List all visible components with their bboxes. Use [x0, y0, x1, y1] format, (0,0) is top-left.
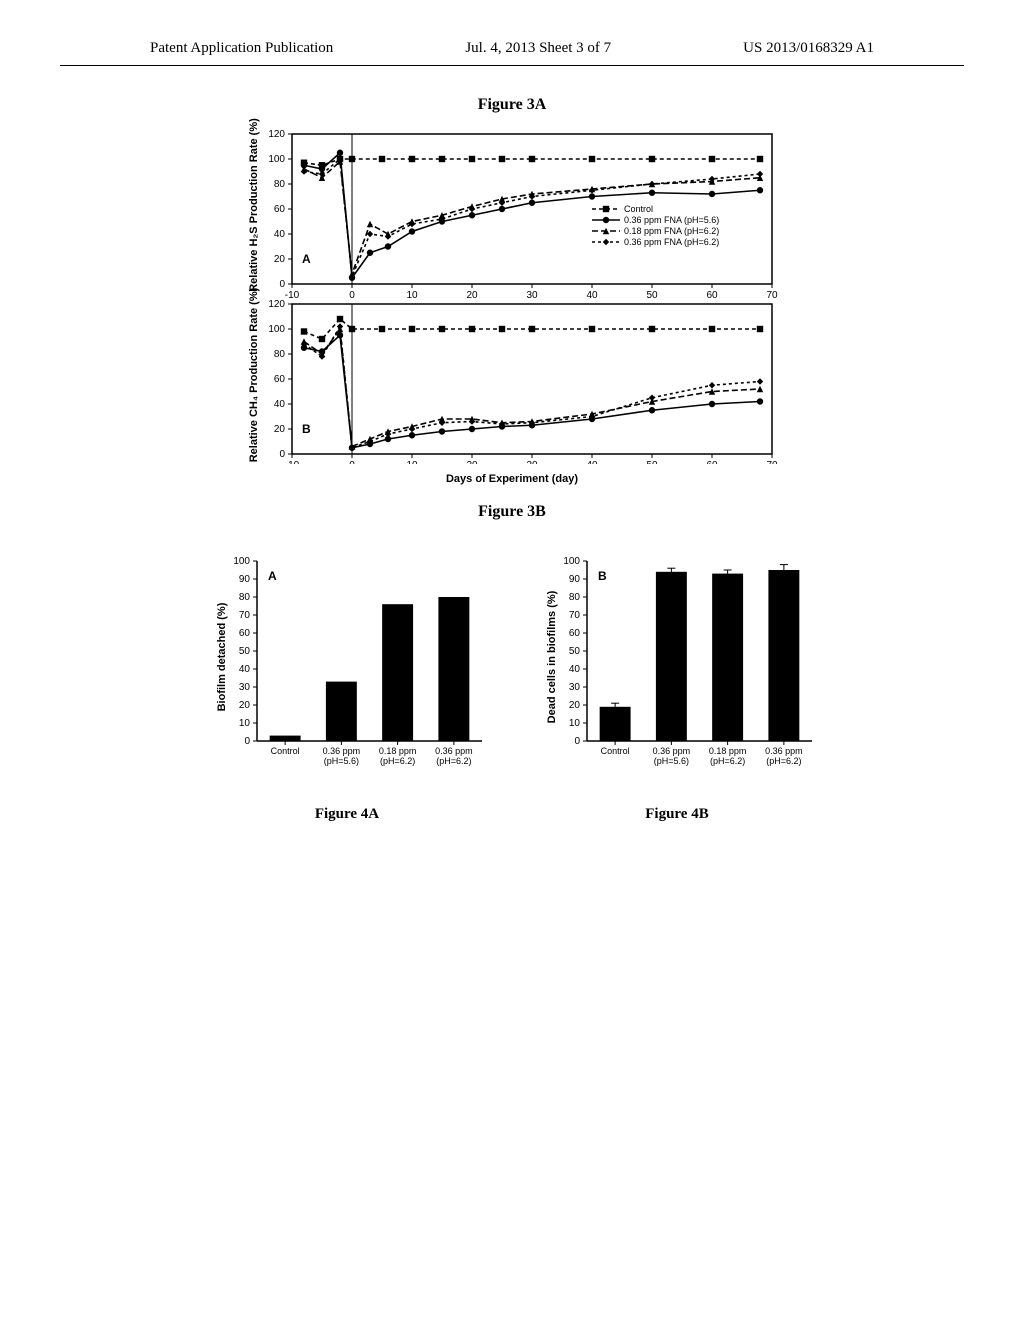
- svg-text:40: 40: [586, 460, 598, 464]
- svg-text:90: 90: [569, 574, 581, 585]
- svg-text:20: 20: [569, 700, 581, 711]
- svg-text:70: 70: [766, 290, 778, 301]
- bar-category-label: Control: [590, 747, 640, 757]
- header-right: US 2013/0168329 A1: [743, 40, 874, 57]
- svg-text:20: 20: [466, 460, 478, 464]
- fig4a-panel-letter: A: [268, 569, 277, 583]
- figure-3b-title: Figure 3B: [0, 503, 1024, 521]
- svg-text:30: 30: [526, 460, 538, 464]
- svg-text:20: 20: [274, 424, 286, 435]
- svg-text:10: 10: [239, 718, 251, 729]
- svg-text:60: 60: [706, 290, 718, 301]
- svg-text:120: 120: [268, 299, 285, 310]
- svg-text:0: 0: [349, 460, 355, 464]
- svg-text:80: 80: [274, 349, 286, 360]
- svg-text:60: 60: [239, 628, 251, 639]
- svg-text:0: 0: [574, 736, 580, 747]
- svg-text:40: 40: [586, 290, 598, 301]
- legend-item: Control: [592, 204, 719, 214]
- header-center: Jul. 4, 2013 Sheet 3 of 7: [465, 40, 611, 57]
- svg-text:50: 50: [646, 460, 658, 464]
- fig3b-ylabel: Relative CH₄ Production Rate (%): [248, 285, 260, 465]
- svg-text:100: 100: [268, 154, 285, 165]
- svg-text:100: 100: [268, 324, 285, 335]
- svg-text:70: 70: [766, 460, 778, 464]
- bar-category-label: 0.36 ppm(pH=6.2): [429, 747, 479, 767]
- svg-text:10: 10: [569, 718, 581, 729]
- fig4b-panel-letter: B: [598, 569, 607, 583]
- header-left: Patent Application Publication: [150, 40, 333, 57]
- svg-text:20: 20: [239, 700, 251, 711]
- page-header: Patent Application Publication Jul. 4, 2…: [60, 0, 964, 66]
- figure-4-row: 0102030405060708090100 Biofilm detached …: [0, 551, 1024, 823]
- figure-4b-container: 0 10 20 30 40 50 60 70 80 90 100 Dead cells in bio…: [532, 551, 822, 823]
- legend-item: 0.36 ppm FNA (pH=5.6): [592, 215, 719, 225]
- fig3-legend: Control0.36 ppm FNA (pH=5.6)0.18 ppm FNA…: [592, 204, 719, 248]
- svg-text:-10: -10: [285, 290, 300, 301]
- svg-text:100: 100: [563, 556, 580, 567]
- svg-text:0: 0: [244, 736, 250, 747]
- svg-text:0: 0: [279, 449, 285, 460]
- figure-4b-caption: Figure 4B: [532, 806, 822, 823]
- svg-text:80: 80: [239, 592, 251, 603]
- fig3a-ylabel: Relative H₂S Production Rate (%): [248, 115, 260, 295]
- svg-text:-10: -10: [285, 460, 300, 464]
- svg-text:0: 0: [349, 290, 355, 301]
- legend-item: 0.18 ppm FNA (pH=6.2): [592, 226, 719, 236]
- figure-4a-svg: 0 10 20 30 40 50 60 70 80 90 100: [202, 551, 492, 771]
- bar-category-label: 0.36 ppm(pH=6.2): [759, 747, 809, 767]
- bar-category-label: 0.36 ppm(pH=5.6): [316, 747, 366, 767]
- fig3b-panel-letter: B: [302, 422, 311, 436]
- svg-text:70: 70: [569, 610, 581, 621]
- svg-text:40: 40: [274, 399, 286, 410]
- legend-item: 0.36 ppm FNA (pH=6.2): [592, 237, 719, 247]
- legend-label: Control: [624, 204, 653, 214]
- svg-text:10: 10: [406, 460, 418, 464]
- legend-label: 0.36 ppm FNA (pH=5.6): [624, 215, 719, 225]
- svg-text:40: 40: [274, 229, 286, 240]
- fig4b-ylabel: Dead cells in biofilms (%): [546, 577, 558, 737]
- svg-text:120: 120: [268, 129, 285, 140]
- svg-text:60: 60: [274, 374, 286, 385]
- legend-label: 0.36 ppm FNA (pH=6.2): [624, 237, 719, 247]
- bar-category-label: 0.18 ppm(pH=6.2): [373, 747, 423, 767]
- svg-text:40: 40: [569, 664, 581, 675]
- fig3-xlabel: Days of Experiment (day): [232, 473, 792, 485]
- svg-text:60: 60: [569, 628, 581, 639]
- svg-text:90: 90: [239, 574, 251, 585]
- svg-text:20: 20: [274, 254, 286, 265]
- figure-4a-container: 0 10 20 30 40 50 60 70 80 90 100 Biofilm detached …: [202, 551, 492, 823]
- svg-text:100: 100: [233, 556, 250, 567]
- svg-text:70: 70: [239, 610, 251, 621]
- bar-category-label: Control: [260, 747, 310, 757]
- svg-text:50: 50: [239, 646, 251, 657]
- svg-text:40: 40: [239, 664, 251, 675]
- fig4a-ylabel: Biofilm detached (%): [216, 577, 228, 737]
- svg-text:80: 80: [569, 592, 581, 603]
- svg-text:50: 50: [569, 646, 581, 657]
- legend-label: 0.18 ppm FNA (pH=6.2): [624, 226, 719, 236]
- bar-category-label: 0.18 ppm(pH=6.2): [703, 747, 753, 767]
- figure-4b-svg: 0 10 20 30 40 50 60 70 80 90 100: [532, 551, 822, 771]
- svg-text:0: 0: [279, 279, 285, 290]
- svg-text:30: 30: [526, 290, 538, 301]
- svg-text:20: 20: [466, 290, 478, 301]
- bar-category-label: 0.36 ppm(pH=5.6): [646, 747, 696, 767]
- figure-3-container: 020406080100120-100102030405060700204060…: [232, 124, 792, 485]
- svg-text:10: 10: [406, 290, 418, 301]
- svg-text:30: 30: [239, 682, 251, 693]
- svg-text:60: 60: [706, 460, 718, 464]
- svg-text:80: 80: [274, 179, 286, 190]
- figure-4a-caption: Figure 4A: [202, 806, 492, 823]
- fig3a-panel-letter: A: [302, 252, 311, 266]
- figure-3a-title: Figure 3A: [0, 96, 1024, 114]
- svg-text:60: 60: [274, 204, 286, 215]
- figure-3-svg: 020406080100120-100102030405060700204060…: [232, 124, 792, 464]
- svg-text:30: 30: [569, 682, 581, 693]
- svg-text:50: 50: [646, 290, 658, 301]
